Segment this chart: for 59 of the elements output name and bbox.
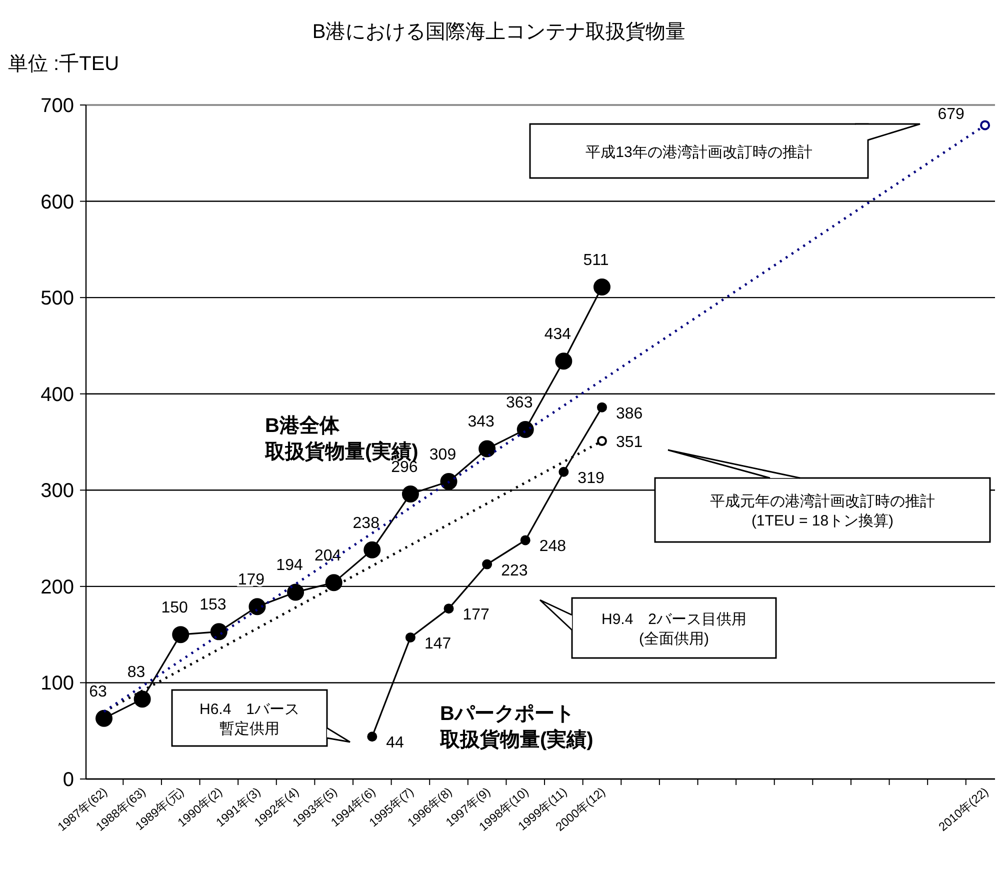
y-tick-label: 500 <box>40 288 74 310</box>
point <box>405 632 416 642</box>
annotation: H6.4 1バース暫定供用 <box>199 701 300 738</box>
y-tick-label: 100 <box>40 672 74 695</box>
data-label: 204 <box>314 548 342 565</box>
point <box>440 472 458 490</box>
y-tick-label: 400 <box>40 384 74 406</box>
data-label: 147 <box>424 635 452 652</box>
data-label: 679 <box>938 106 964 124</box>
point <box>325 574 342 592</box>
annotation: 平成元年の港湾計画改訂時の推計 (1TEU = 18トン換算) <box>710 493 935 530</box>
point <box>287 584 304 601</box>
point <box>402 485 419 502</box>
series-label: B港全体取扱貨物量(実績) <box>264 415 418 463</box>
annotation: 平成13年の港湾計画改訂時の推計 <box>586 144 812 161</box>
y-tick-label: 0 <box>62 769 74 791</box>
data-label: 248 <box>539 538 566 556</box>
y-tick-label: 200 <box>40 576 74 598</box>
data-label: 194 <box>276 557 303 574</box>
data-label: 351 <box>616 434 643 452</box>
y-tick-label: 300 <box>40 480 74 502</box>
point <box>593 278 610 296</box>
data-label: 177 <box>462 606 490 624</box>
point <box>367 732 378 742</box>
data-label: 150 <box>161 600 188 617</box>
data-label: 309 <box>429 446 456 464</box>
data-label: 83 <box>127 664 146 682</box>
text: Bパークポート取扱貨物量(実績) <box>439 703 594 751</box>
point <box>364 541 381 558</box>
chart-title: B港における国際海上コンテナ取扱貨物量 <box>312 21 686 43</box>
data-label: 153 <box>200 596 226 614</box>
point <box>558 466 569 477</box>
point <box>134 690 151 708</box>
data-label: 434 <box>544 326 572 344</box>
point <box>596 402 607 412</box>
data-label: 386 <box>616 405 643 422</box>
point <box>520 535 530 546</box>
data-label: 223 <box>501 562 528 580</box>
point <box>96 710 113 727</box>
point <box>210 623 228 640</box>
y-tick-label: 600 <box>40 191 74 214</box>
point <box>248 598 266 616</box>
data-label: 44 <box>386 734 404 752</box>
point <box>482 559 492 570</box>
point <box>478 440 496 458</box>
point <box>444 604 454 614</box>
data-label: 63 <box>89 683 108 700</box>
data-label: 179 <box>238 572 265 589</box>
y-tick-label: 700 <box>40 95 74 117</box>
data-label: 238 <box>352 514 380 532</box>
annotation: H9.4 2バース目供用 (全面供用) <box>601 611 747 648</box>
data-label: 511 <box>583 252 609 269</box>
point <box>555 352 572 370</box>
data-label: 343 <box>468 414 495 431</box>
data-label: 363 <box>506 394 533 412</box>
point <box>172 626 190 644</box>
data-label: 319 <box>578 470 604 487</box>
y-axis-title: 単位 :千TEU <box>8 53 120 75</box>
point <box>516 420 534 438</box>
